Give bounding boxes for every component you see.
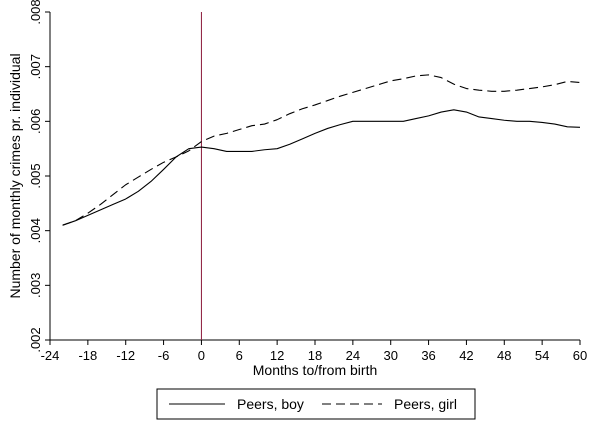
- x-tick-label: -12: [116, 348, 135, 363]
- x-tick-label: -18: [78, 348, 97, 363]
- y-tick-label: .008: [28, 0, 43, 25]
- x-tick-label: 12: [270, 348, 284, 363]
- y-tick-label: .003: [28, 273, 43, 298]
- x-tick-label: 6: [236, 348, 243, 363]
- x-tick-label: 24: [346, 348, 360, 363]
- x-tick-label: 0: [198, 348, 205, 363]
- y-tick-label: .006: [28, 109, 43, 134]
- x-tick-label: 60: [573, 348, 587, 363]
- y-tick-label: .005: [28, 163, 43, 188]
- x-tick-label: 36: [421, 348, 435, 363]
- x-tick-label: -6: [158, 348, 170, 363]
- x-tick-label: -24: [41, 348, 60, 363]
- series-lines: [62, 74, 581, 226]
- series-line-girl: [62, 74, 581, 226]
- x-tick-label: 30: [383, 348, 397, 363]
- y-tick-label: .002: [28, 327, 43, 352]
- x-tick-label: 48: [497, 348, 511, 363]
- y-axis-title: Number of monthly crimes pr. individual: [7, 53, 23, 298]
- x-axis-title: Months to/from birth: [253, 362, 378, 378]
- x-tick-label: 54: [535, 348, 549, 363]
- axes: .002 .003 .004 .005 .006 .007 .008 -24 -18 -12 -6 0…: [28, 0, 587, 363]
- y-tick-label: .007: [28, 54, 43, 79]
- series-line-boy: [62, 109, 581, 226]
- legend-label-girl: Peers, girl: [394, 396, 457, 412]
- legend: Peers, boy Peers, girl: [156, 388, 476, 420]
- x-tick-label: 18: [308, 348, 322, 363]
- legend-label-boy: Peers, boy: [237, 396, 304, 412]
- x-tick-label: 42: [459, 348, 473, 363]
- y-tick-label: .004: [28, 218, 43, 243]
